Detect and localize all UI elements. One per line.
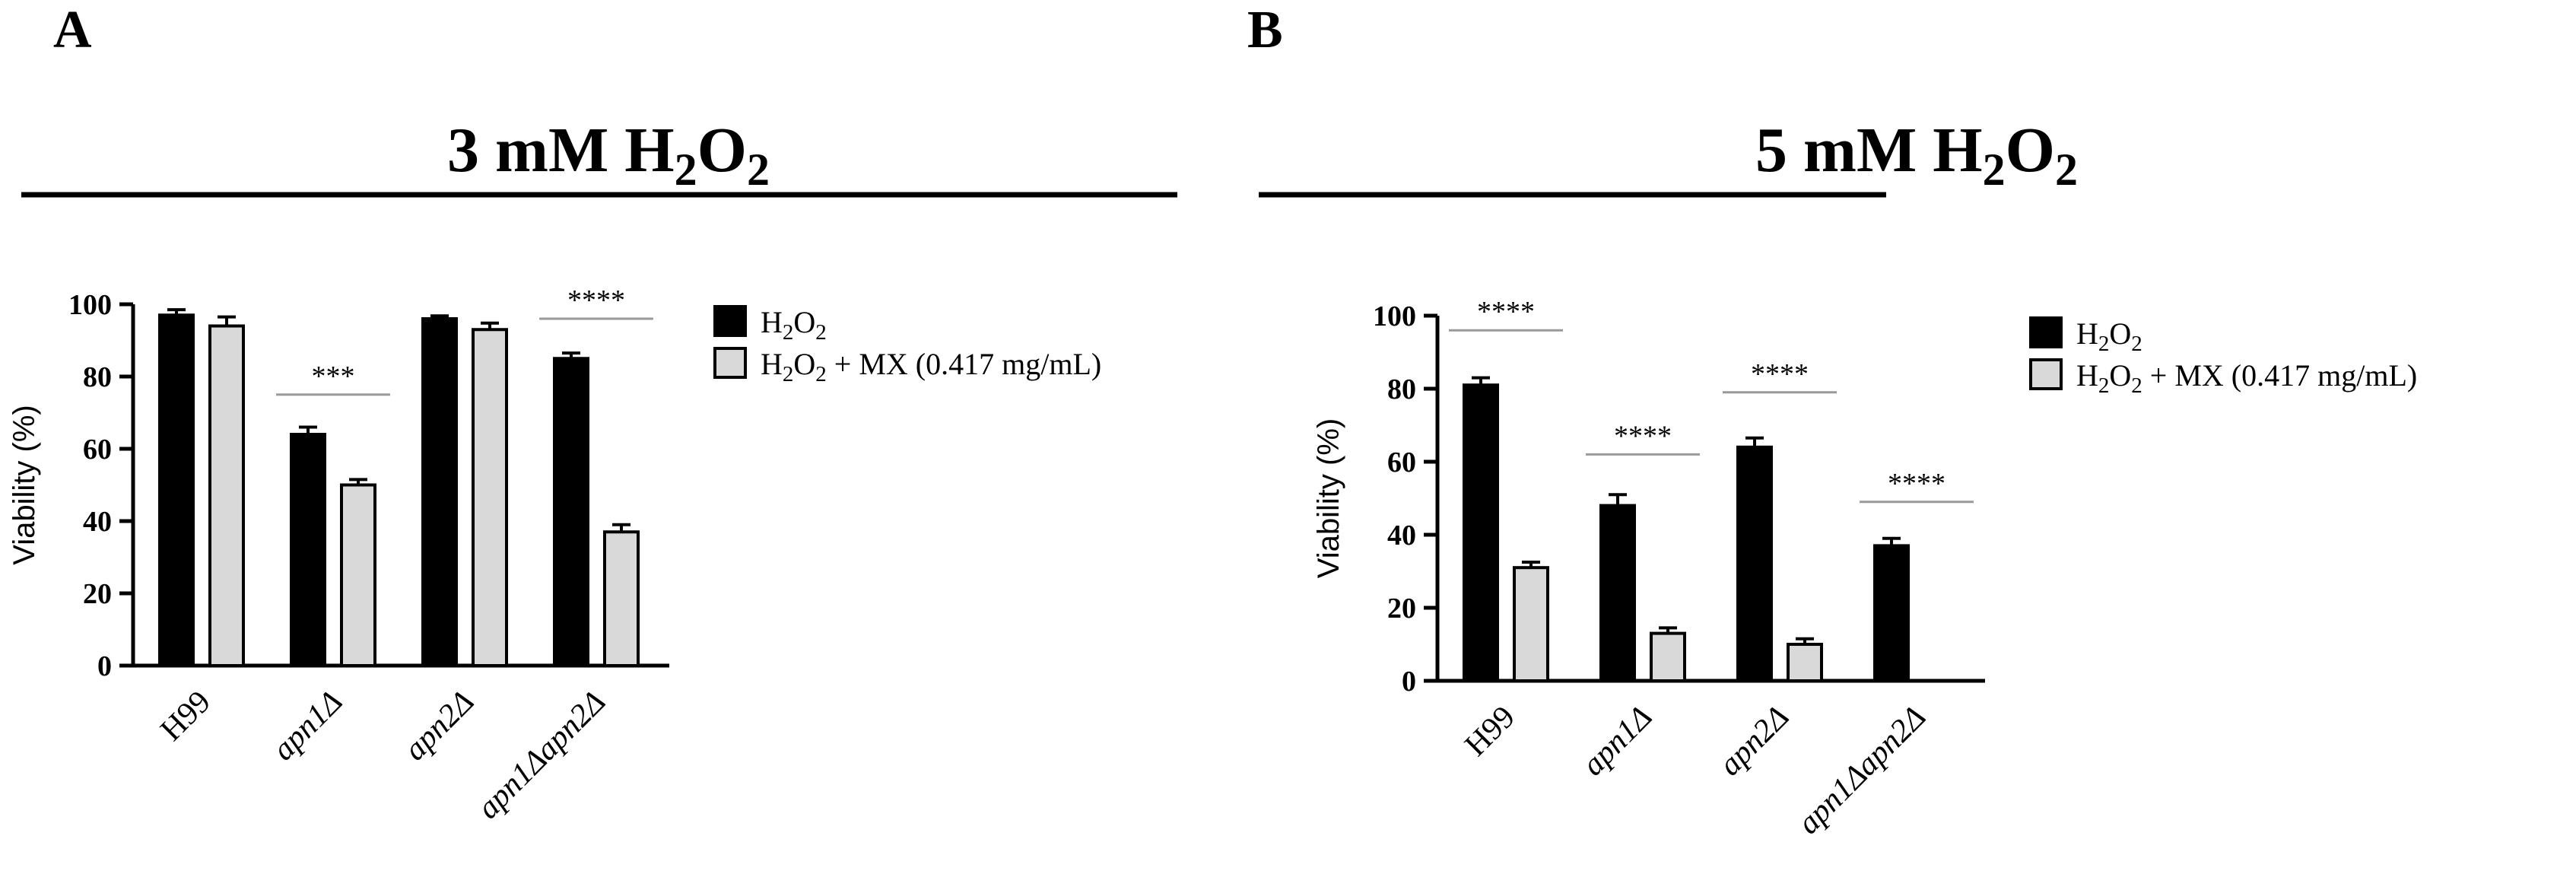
significance-label: *** <box>312 361 355 393</box>
bar-h2o2-mx <box>472 328 508 667</box>
significance-label: **** <box>1477 296 1535 328</box>
y-tick-label: 40 <box>83 506 112 538</box>
legend-label: H2O2 <box>761 305 827 345</box>
legend-label: H2O2 <box>2076 316 2142 356</box>
legend-label-part: O <box>793 305 815 339</box>
bar-h2o2-mx <box>208 324 245 667</box>
legend-label-part: + MX (0.417 mg/mL) <box>827 347 1101 381</box>
legend-label-part: H <box>2076 316 2098 351</box>
y-tick-label: 20 <box>1387 593 1416 625</box>
legend-label-sub: 2 <box>783 320 794 345</box>
legend-label-sub: 2 <box>815 362 827 386</box>
bar-h2o2 <box>1599 504 1636 682</box>
y-tick-label: 0 <box>97 650 112 682</box>
y-tick-label: 80 <box>83 361 112 393</box>
legend-label-part: H <box>761 347 783 381</box>
panel-title-sub: 2 <box>747 145 770 195</box>
significance-label: **** <box>1888 468 1945 500</box>
bar-h2o2 <box>421 317 458 667</box>
category-label: apn1Δapn2Δ <box>1791 700 1933 841</box>
bar-h2o2 <box>1463 383 1499 682</box>
category-label: H99 <box>154 685 218 749</box>
legend-swatch <box>713 347 747 379</box>
bar-h2o2 <box>1736 445 1773 682</box>
bar-h2o2 <box>158 313 195 667</box>
y-tick-label: 20 <box>83 578 112 610</box>
legend-label-sub: 2 <box>2131 332 2142 356</box>
category-label: apn1Δapn2Δ <box>471 685 612 826</box>
bar-h2o2-mx <box>1513 566 1549 683</box>
panel-title-part: 3 mM H <box>447 115 675 186</box>
y-tick-label: 100 <box>68 289 112 321</box>
bar-h2o2-mx <box>603 530 640 667</box>
legend-label-part: H <box>761 305 783 339</box>
legend-swatch <box>713 305 747 337</box>
legend-label-part: O <box>2109 316 2131 351</box>
significance-label: **** <box>1614 420 1672 452</box>
panel-title-part: 5 mM H <box>1755 115 1983 186</box>
panel-title-part: O <box>2006 115 2055 186</box>
legend-label: H2O2 + MX (0.417 mg/mL) <box>761 347 1101 386</box>
panel-title-part: O <box>697 115 747 186</box>
y-tick-label: 60 <box>83 434 112 466</box>
y-tick-label: 40 <box>1387 520 1416 551</box>
panel-title: 5 mM H2O2 <box>1755 115 2078 195</box>
category-label: apn2Δ <box>398 685 481 768</box>
category-label: apn1Δ <box>266 685 349 768</box>
legend-swatch <box>2029 316 2063 348</box>
category-label: apn1Δ <box>1576 700 1659 783</box>
bar-h2o2 <box>290 433 326 667</box>
y-tick-label: 100 <box>1373 300 1416 332</box>
panel-title: 3 mM H2O2 <box>447 115 770 195</box>
legend-label-sub: 2 <box>783 362 794 386</box>
bar-h2o2-mx <box>1650 631 1686 682</box>
y-axis-label: Viability (%) <box>8 405 41 564</box>
legend-label: H2O2 + MX (0.417 mg/mL) <box>2076 358 2417 398</box>
legend-label-sub: 2 <box>2131 373 2142 398</box>
legend-label-part: H <box>2076 358 2098 393</box>
legend-label-sub: 2 <box>2098 373 2110 398</box>
legend-label-sub: 2 <box>815 320 827 345</box>
y-tick-label: 60 <box>1387 447 1416 478</box>
legend-label-part: + MX (0.417 mg/mL) <box>2142 358 2417 393</box>
y-axis-label: Viability (%) <box>1312 418 1345 578</box>
legend-label-part: O <box>2109 358 2131 393</box>
category-label: H99 <box>1458 700 1522 764</box>
bar-h2o2 <box>553 357 589 667</box>
panel-title-sub: 2 <box>2055 145 2078 195</box>
legend-label-sub: 2 <box>2098 332 2110 356</box>
panel-letter: A <box>53 1 92 59</box>
bar-h2o2-mx <box>340 483 376 667</box>
y-tick-label: 80 <box>1387 373 1416 405</box>
significance-label: **** <box>567 284 625 316</box>
panel-title-sub: 2 <box>1983 145 2006 195</box>
y-tick-label: 0 <box>1402 666 1416 698</box>
significance-label: **** <box>1751 358 1809 390</box>
panel-title-sub: 2 <box>675 145 697 195</box>
bar-h2o2 <box>1873 544 1910 683</box>
panel-letter: B <box>1247 1 1283 59</box>
bar-h2o2-mx <box>1787 643 1823 682</box>
legend-label-part: O <box>793 347 815 381</box>
legend-swatch <box>2029 358 2063 390</box>
category-label: apn2Δ <box>1713 700 1796 783</box>
